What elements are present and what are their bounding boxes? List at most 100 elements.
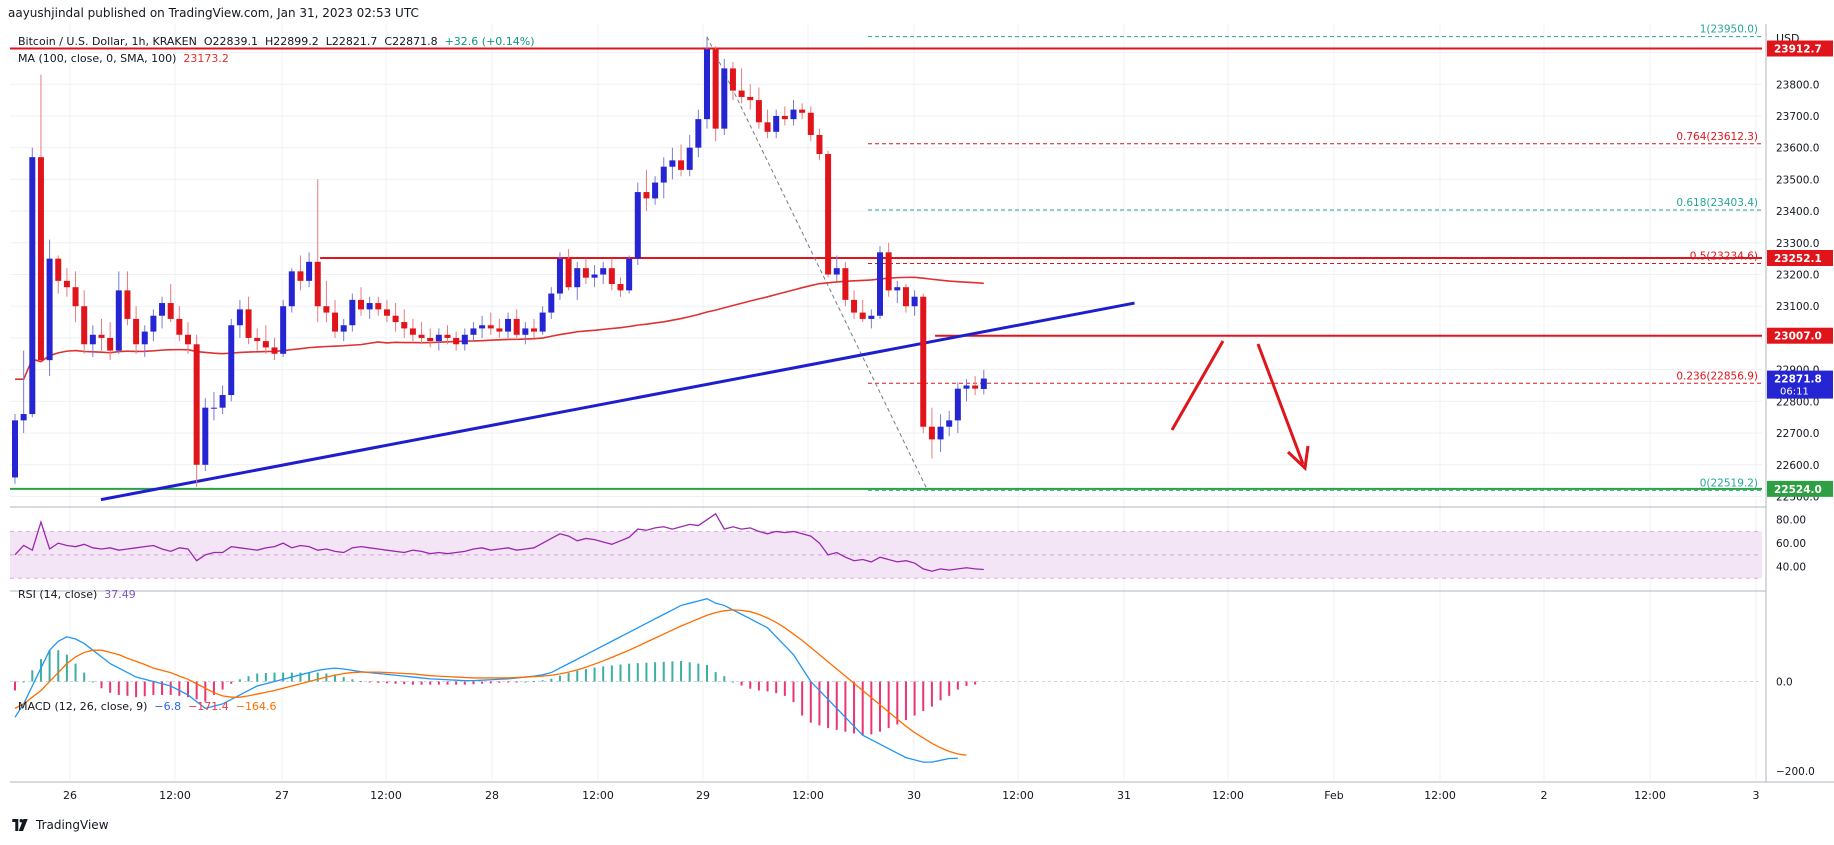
candle-body [202, 407, 209, 465]
candle [634, 182, 641, 265]
open-value: 22839.1 [212, 35, 258, 48]
macd-histogram-bar [827, 681, 830, 729]
candle [306, 252, 313, 288]
fib-label-2: 0.618(23403.4) [1676, 197, 1758, 209]
time-tick-label: 12:00 [1424, 789, 1456, 802]
time-tick-label: 12:00 [1634, 789, 1666, 802]
candle-body [591, 274, 598, 278]
macd-histogram-bar [602, 666, 605, 682]
macd-histogram-bar [489, 681, 492, 684]
rsi-band [10, 531, 1762, 579]
candle-body [115, 290, 122, 351]
candle-body [660, 166, 667, 183]
candle [409, 318, 416, 342]
candle [877, 245, 883, 319]
candle [63, 268, 70, 297]
price-badge-label: 23252.1 [1774, 253, 1822, 265]
ma-100-line [15, 276, 984, 380]
macd-histogram-bar [481, 681, 484, 684]
candle [297, 255, 304, 291]
price-tick-label: 23700.0 [1776, 111, 1819, 123]
candle-body [383, 309, 390, 316]
candle-body [963, 385, 970, 389]
macd-histogram-bar [671, 661, 674, 682]
candle [288, 268, 295, 313]
rsi-tick-label: 60.00 [1776, 538, 1806, 550]
candle [254, 328, 261, 351]
macd-histogram-bar [775, 681, 778, 694]
candle [29, 147, 36, 418]
candle [764, 109, 771, 139]
macd-histogram-bar [870, 681, 873, 735]
candle-body [159, 303, 166, 316]
candle [392, 303, 399, 332]
macd-histogram-bar [256, 673, 259, 682]
candle [790, 100, 797, 126]
candle-body [859, 312, 866, 319]
candle-body [332, 312, 339, 332]
candle [868, 309, 875, 329]
macd-histogram-bar [360, 681, 362, 683]
candle [470, 322, 477, 342]
candle [721, 58, 728, 135]
candle [799, 103, 806, 120]
candle [781, 106, 788, 126]
candle-body [608, 268, 615, 285]
candle [202, 398, 209, 472]
candle [12, 414, 18, 484]
candle [851, 290, 858, 319]
macd-histogram-bar [109, 681, 112, 693]
macd-histogram-bar [204, 681, 207, 702]
price-badge [1767, 480, 1833, 497]
candle-body [556, 258, 563, 294]
candle [531, 318, 537, 338]
macd-histogram-bar [14, 681, 16, 691]
candle-body [306, 261, 313, 281]
candle [954, 382, 961, 434]
macd-value-2: −171.4 [188, 700, 229, 713]
macd-histogram-bar [411, 681, 414, 685]
candle-body [133, 318, 140, 345]
candle [349, 293, 356, 332]
candle [496, 318, 503, 338]
candle-body [401, 322, 408, 329]
macd-histogram-bar [100, 681, 103, 689]
macd-histogram-bar [879, 681, 881, 732]
candle [548, 287, 555, 319]
candle [894, 280, 901, 304]
candle [435, 328, 442, 351]
price-tick-label: 22800.0 [1776, 396, 1819, 408]
candle-body [807, 112, 814, 135]
macd-histogram-bar [143, 681, 146, 697]
candle-body [764, 122, 771, 132]
tradingview-logo-icon [12, 819, 28, 831]
candle-body [799, 109, 806, 113]
price-tick-label: 22600.0 [1776, 460, 1819, 472]
candle [159, 296, 166, 329]
candle-body [712, 49, 719, 129]
candle [963, 379, 970, 402]
candle [591, 265, 598, 288]
candle-body [946, 420, 953, 427]
candle-body [444, 334, 451, 338]
open-label: O [203, 35, 213, 48]
macd-histogram-bar [783, 681, 786, 696]
candle [660, 157, 667, 199]
macd-histogram-bar [576, 670, 579, 682]
candle [608, 258, 615, 291]
macd-histogram-bar [723, 676, 726, 682]
macd-histogram-bar [706, 664, 708, 682]
candle [89, 325, 96, 357]
candle-body [487, 325, 494, 329]
candle [444, 325, 451, 345]
price-badge [1767, 327, 1833, 344]
time-tick-label: 12:00 [1212, 789, 1244, 802]
price-tick-label: 23800.0 [1776, 79, 1819, 91]
candle [859, 299, 866, 323]
fib-label-0: 1(23950.0) [1700, 24, 1758, 36]
candle [461, 328, 468, 351]
macd-histogram-bar [835, 681, 838, 730]
candle-body [868, 315, 875, 319]
high-value: 22899.2 [273, 35, 319, 48]
